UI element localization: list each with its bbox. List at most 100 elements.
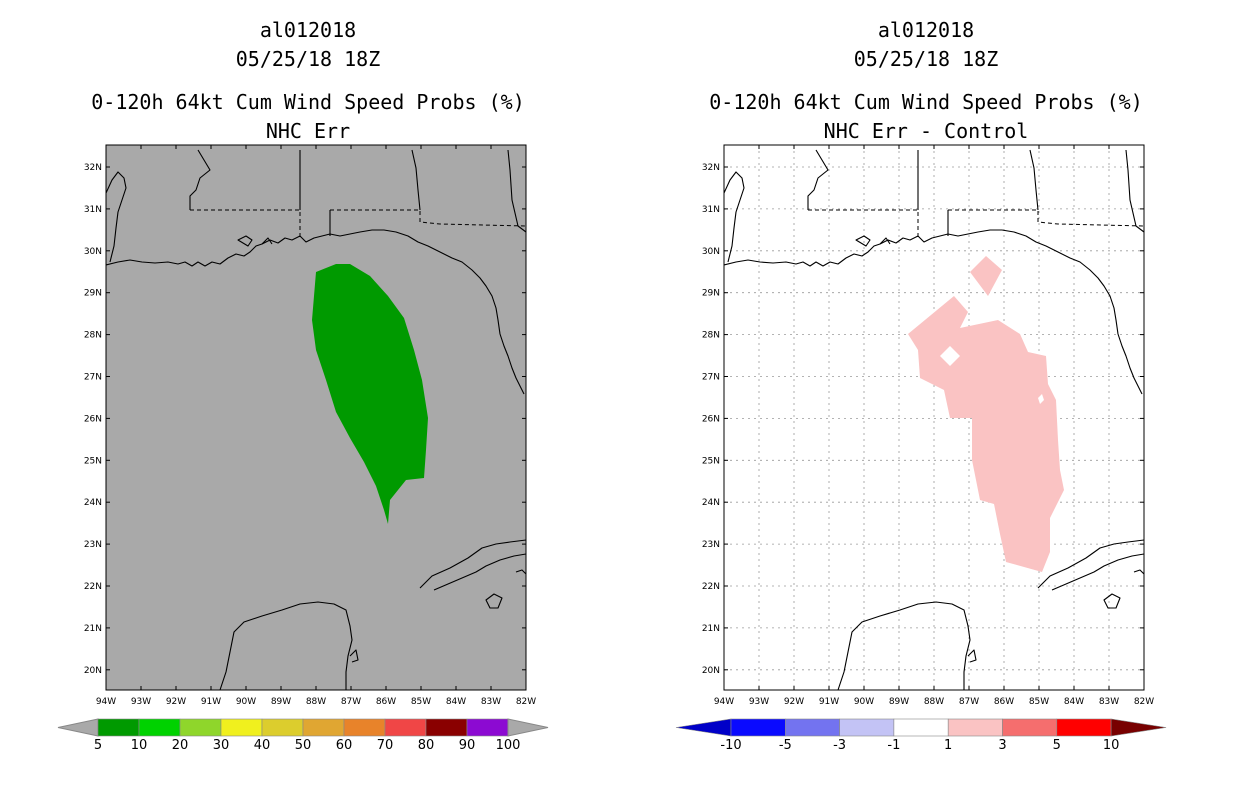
lon-label: 89W <box>889 697 909 707</box>
colorbar-high-arrow <box>1110 718 1167 737</box>
lat-label: 27N <box>84 373 102 383</box>
right-subtitle: NHC Err - Control <box>823 119 1029 143</box>
colorbar-label: 100 <box>496 738 521 753</box>
lat-label: 23N <box>702 540 720 550</box>
colorbar-swatch <box>893 718 949 737</box>
lat-label: 28N <box>84 331 102 341</box>
lon-label: 87W <box>959 697 979 707</box>
colorbar-label: -10 <box>720 738 741 753</box>
lat-label: 20N <box>84 666 102 676</box>
colorbar-high-arrow <box>507 718 549 737</box>
colorbar-swatch <box>261 718 304 737</box>
lat-label: 32N <box>702 163 720 173</box>
colorbar-label: 40 <box>254 738 271 753</box>
lat-label: 24N <box>702 498 720 508</box>
colorbar-swatch <box>466 718 509 737</box>
lat-label: 28N <box>702 331 720 341</box>
colorbar-swatch <box>947 718 1003 737</box>
colorbar-swatch <box>97 718 140 737</box>
left-datetime: 05/25/18 18Z <box>235 47 381 71</box>
colorbar-label: -3 <box>833 738 846 753</box>
probability-area <box>312 264 428 524</box>
lat-label: 23N <box>84 540 102 550</box>
lon-label: 90W <box>854 697 874 707</box>
lat-label: 24N <box>84 498 102 508</box>
lat-label: 31N <box>84 205 102 215</box>
colorbar-label: -1 <box>887 738 900 753</box>
colorbar-label: 10 <box>131 738 148 753</box>
colorbar-label: 60 <box>336 738 353 753</box>
colorbar-label: 70 <box>377 738 394 753</box>
left-colorbar: 5 10 20 30 40 50 60 70 80 90 100 <box>57 718 549 753</box>
right-storm-id: al012018 <box>877 18 975 42</box>
left-title: 0-120h 64kt Cum Wind Speed Probs (%) <box>91 90 525 114</box>
colorbar-label: 5 <box>94 738 102 753</box>
left-axis-ticks: 32N 31N 30N 29N 28N 27N 26N 25N 24N 23N 22N 21N 20N 9… <box>84 145 536 707</box>
lon-label: 91W <box>201 697 221 707</box>
lon-label: 86W <box>994 697 1014 707</box>
lat-label: 26N <box>84 414 102 424</box>
right-axis-ticks: 32N 31N 30N 29N 28N 27N 26N 25N 24N 23N 22N 21N 20N 9… <box>702 145 1154 707</box>
lon-label: 87W <box>341 697 361 707</box>
colorbar-swatch <box>343 718 386 737</box>
lat-label: 27N <box>702 373 720 383</box>
lon-label: 93W <box>749 697 769 707</box>
colorbar-label: 90 <box>459 738 476 753</box>
right-title: 0-120h 64kt Cum Wind Speed Probs (%) <box>709 90 1143 114</box>
lon-label: 84W <box>1064 697 1084 707</box>
lat-label: 26N <box>702 414 720 424</box>
lat-label: 25N <box>702 456 720 466</box>
lat-label: 22N <box>702 582 720 592</box>
lon-label: 94W <box>96 697 116 707</box>
left-subtitle: NHC Err <box>265 119 351 143</box>
colorbar-swatch <box>1056 718 1112 737</box>
colorbar-swatch <box>730 718 786 737</box>
difference-area <box>908 256 1064 572</box>
lon-label: 83W <box>481 697 501 707</box>
lon-label: 92W <box>166 697 186 707</box>
lon-label: 90W <box>236 697 256 707</box>
lon-label: 91W <box>819 697 839 707</box>
colorbar-label: 80 <box>418 738 435 753</box>
colorbar-swatch <box>179 718 222 737</box>
left-storm-id: al012018 <box>259 18 357 42</box>
colorbar-swatch <box>384 718 427 737</box>
lon-label: 83W <box>1099 697 1119 707</box>
lat-label: 30N <box>702 247 720 257</box>
colorbar-label: 3 <box>998 738 1006 753</box>
lon-label: 82W <box>516 697 536 707</box>
lat-label: 30N <box>84 247 102 257</box>
lon-label: 89W <box>271 697 291 707</box>
colorbar-swatch <box>839 718 895 737</box>
lat-label: 21N <box>84 624 102 634</box>
right-colorbar: -10 -5 -3 -1 1 3 5 10 <box>675 718 1167 753</box>
lon-label: 88W <box>306 697 326 707</box>
lon-label: 94W <box>714 697 734 707</box>
colorbar-swatch <box>784 718 840 737</box>
colorbar-label: 10 <box>1103 738 1120 753</box>
lat-label: 25N <box>84 456 102 466</box>
lat-label: 29N <box>702 289 720 299</box>
colorbar-label: 20 <box>172 738 189 753</box>
colorbar-label: 30 <box>213 738 230 753</box>
left-map: 32N 31N 30N 29N 28N 27N 26N 25N 24N 23N 22N 21N 20N 9… <box>84 144 536 707</box>
lon-label: 86W <box>376 697 396 707</box>
colorbar-label: 50 <box>295 738 312 753</box>
colorbar-low-arrow <box>57 718 99 737</box>
lat-label: 20N <box>702 666 720 676</box>
lon-label: 82W <box>1134 697 1154 707</box>
lat-label: 22N <box>84 582 102 592</box>
lon-label: 93W <box>131 697 151 707</box>
colorbar-label: 1 <box>944 738 952 753</box>
lon-label: 92W <box>784 697 804 707</box>
colorbar-swatch <box>1002 718 1058 737</box>
right-map: 32N 31N 30N 29N 28N 27N 26N 25N 24N 23N 22N 21N 20N 9… <box>702 144 1154 707</box>
lat-label: 21N <box>702 624 720 634</box>
colorbar-label: -5 <box>779 738 792 753</box>
colorbar-swatch <box>302 718 345 737</box>
colorbar-swatch <box>220 718 263 737</box>
lat-label: 31N <box>702 205 720 215</box>
left-map-background <box>106 145 526 690</box>
lon-label: 85W <box>411 697 431 707</box>
